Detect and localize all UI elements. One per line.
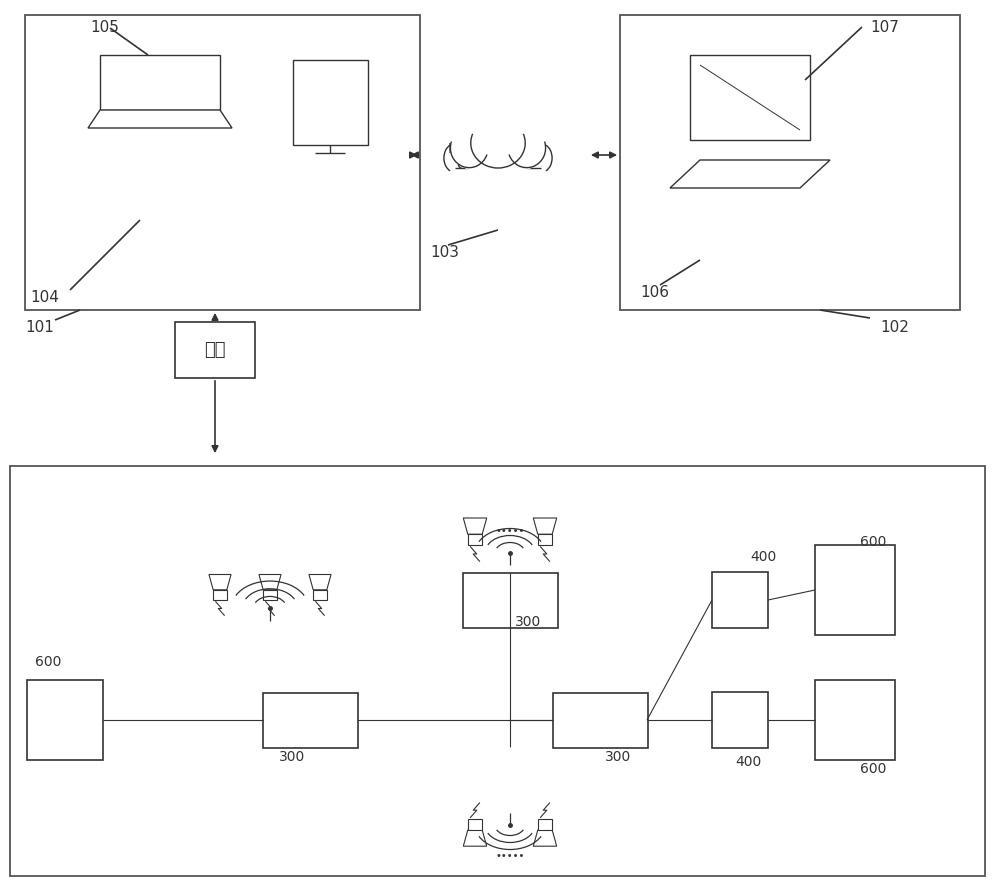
- Bar: [620, 15, 960, 310]
- Bar: [468, 820, 482, 830]
- Polygon shape: [533, 518, 557, 535]
- Ellipse shape: [452, 131, 486, 166]
- Text: 300: 300: [515, 615, 541, 629]
- Text: 通信: 通信: [204, 341, 226, 359]
- Text: 300: 300: [605, 750, 631, 764]
- Polygon shape: [533, 830, 557, 846]
- Bar: [815, 680, 895, 760]
- Ellipse shape: [510, 131, 544, 166]
- Ellipse shape: [458, 147, 538, 173]
- Text: 400: 400: [735, 755, 761, 769]
- Bar: [553, 693, 648, 748]
- Bar: [815, 545, 895, 635]
- Bar: [27, 680, 103, 760]
- Bar: [538, 535, 552, 545]
- Text: Cloud: Cloud: [456, 158, 496, 172]
- Polygon shape: [209, 575, 231, 590]
- Ellipse shape: [473, 123, 523, 168]
- Bar: [213, 590, 227, 600]
- Bar: [10, 466, 985, 876]
- Bar: [690, 55, 810, 140]
- Bar: [463, 573, 558, 628]
- Text: •••••: •••••: [495, 851, 525, 861]
- Bar: [712, 572, 768, 628]
- Polygon shape: [309, 575, 331, 590]
- Ellipse shape: [500, 143, 529, 172]
- Bar: [292, 60, 368, 145]
- Bar: [120, 113, 200, 120]
- Text: 101: 101: [25, 320, 54, 335]
- Text: 107: 107: [870, 20, 899, 35]
- Polygon shape: [463, 518, 487, 535]
- Text: 106: 106: [640, 285, 669, 300]
- Bar: [468, 535, 482, 545]
- Text: 103: 103: [430, 245, 459, 260]
- Bar: [538, 820, 552, 830]
- Bar: [313, 590, 327, 600]
- Ellipse shape: [480, 142, 516, 174]
- Text: 400: 400: [750, 550, 776, 564]
- Bar: [100, 55, 220, 110]
- Text: 600: 600: [35, 655, 61, 669]
- Text: 102: 102: [880, 320, 909, 335]
- Text: 600: 600: [860, 535, 886, 549]
- Polygon shape: [670, 160, 830, 188]
- Polygon shape: [259, 575, 281, 590]
- Bar: [263, 590, 277, 600]
- Bar: [712, 692, 768, 748]
- Text: 105: 105: [90, 20, 119, 35]
- Text: 104: 104: [30, 290, 59, 305]
- Polygon shape: [463, 830, 487, 846]
- Polygon shape: [88, 110, 232, 128]
- Text: 300: 300: [279, 750, 305, 764]
- Text: •••••: •••••: [495, 526, 525, 536]
- Text: 600: 600: [860, 762, 886, 776]
- Bar: [175, 322, 255, 378]
- Ellipse shape: [467, 143, 496, 172]
- Text: Internet: Internet: [448, 142, 503, 156]
- Bar: [263, 693, 358, 748]
- Bar: [25, 15, 420, 310]
